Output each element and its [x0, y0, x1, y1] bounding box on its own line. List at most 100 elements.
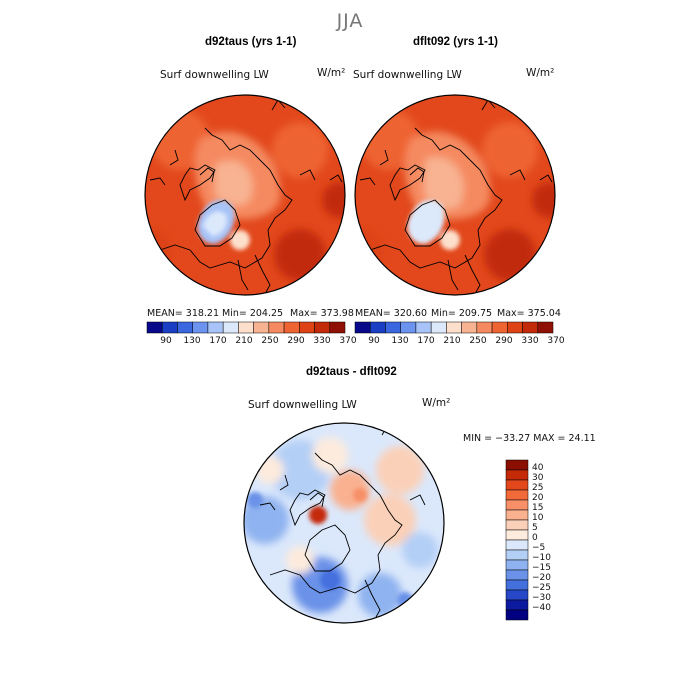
panel-2-units: W/m²	[526, 67, 555, 79]
diff-colorbar-swatch	[505, 509, 529, 521]
panel-1-colorbar-tick-label: 330	[313, 336, 331, 346]
diff-colorbar-swatch	[505, 579, 529, 591]
panel-1-colorbar-swatch	[253, 321, 270, 334]
panel-1-map	[145, 95, 345, 295]
panel-1-colorbar-tick-label: 250	[261, 336, 279, 346]
panel-2-colorbar-tick-label: 170	[417, 336, 435, 346]
panel-2-variable: Surf downwelling LW	[353, 69, 462, 81]
diff-colorbar-tick-label: −15	[532, 563, 551, 573]
diff-panel-colorbar	[505, 459, 529, 621]
diff-colorbar-swatch	[505, 469, 529, 481]
diff-panel-title: d92taus - dflt092	[306, 366, 397, 378]
panel-2-min: Min= 209.75	[431, 308, 493, 319]
panel-1-colorbar-swatch	[207, 321, 224, 334]
diff-panel-map-border	[243, 422, 445, 624]
panel-1-variable: Surf downwelling LW	[160, 69, 269, 81]
panel-2-mean: MEAN= 320.60	[355, 308, 428, 319]
panel-2-colorbar-tick-label: 130	[391, 336, 409, 346]
panel-2-colorbar-swatch	[415, 321, 432, 334]
panel-2-colorbar-swatch	[354, 321, 371, 334]
panel-2-colorbar-swatch	[476, 321, 493, 334]
panel-1-colorbar-tick-label: 210	[235, 336, 253, 346]
diff-colorbar-tick-label: −25	[532, 583, 551, 593]
panel-2-colorbar-swatch	[522, 321, 539, 334]
panel-1-colorbar-swatch	[192, 321, 209, 334]
panel-2-colorbar-swatch	[369, 321, 386, 334]
diff-panel-map	[244, 423, 444, 623]
diff-colorbar-swatch	[505, 519, 529, 531]
panel-1-colorbar-swatch	[329, 321, 346, 334]
diff-colorbar-swatch	[505, 479, 529, 491]
diff-colorbar-swatch	[505, 589, 529, 601]
diff-colorbar-tick-label: −40	[532, 603, 551, 613]
panel-1-colorbar-tick-label: 90	[160, 336, 172, 346]
diff-panel-variable: Surf downwelling LW	[248, 399, 357, 411]
panel-1-colorbar-swatch	[283, 321, 300, 334]
panel-1-map-border	[144, 94, 346, 296]
panel-1-colorbar-tick-label: 370	[339, 336, 357, 346]
diff-colorbar-tick-label: 20	[532, 493, 544, 503]
panel-2-colorbar-swatch	[507, 321, 523, 334]
diff-colorbar-swatch	[505, 569, 529, 581]
diff-colorbar-swatch	[505, 609, 529, 621]
panel-1-colorbar-tick-label: 290	[287, 336, 305, 346]
panel-2-colorbar-swatch	[461, 321, 478, 334]
diff-colorbar-tick-label: 5	[532, 523, 538, 533]
diff-colorbar-tick-label: −30	[532, 593, 551, 603]
diff-colorbar-tick-label: 25	[532, 483, 544, 493]
panel-1-colorbar-swatch	[222, 321, 239, 334]
panel-1-colorbar-tick-label: 130	[183, 336, 201, 346]
diff-colorbar-tick-label: 30	[532, 473, 544, 483]
panel-1-min: Min= 204.25	[222, 308, 284, 319]
diff-colorbar-swatch	[505, 559, 529, 571]
diff-colorbar-tick-label: 10	[532, 513, 544, 523]
panel-2-map-border	[354, 94, 556, 296]
diff-colorbar-swatch	[505, 489, 529, 501]
panel-1-colorbar-swatch	[177, 321, 193, 334]
diff-colorbar-swatch	[505, 529, 529, 541]
diff-colorbar-swatch	[505, 459, 529, 471]
panel-2-colorbar-swatch	[430, 321, 447, 334]
panel-2-colorbar-tick-label: 90	[368, 336, 380, 346]
diff-colorbar-swatch	[505, 549, 529, 561]
diff-colorbar-tick-label: 0	[532, 533, 538, 543]
diff-colorbar-tick-label: −5	[532, 543, 546, 553]
panel-2-colorbar-swatch	[446, 321, 462, 334]
panel-2-colorbar-swatch	[385, 321, 401, 334]
diff-colorbar-tick-label: 15	[532, 503, 544, 513]
panel-2-colorbar-tick-label: 370	[547, 336, 565, 346]
diff-panel-stats: MIN = −33.27 MAX = 24.11	[463, 433, 596, 444]
panel-2-colorbar-tick-label: 210	[443, 336, 461, 346]
panel-2-colorbar-swatch	[491, 321, 508, 334]
panel-2-colorbar-tick-label: 290	[495, 336, 513, 346]
diff-colorbar-tick-label: −10	[532, 553, 551, 563]
diff-colorbar-swatch	[505, 499, 529, 511]
diff-panel-units: W/m²	[422, 397, 451, 409]
panel-1-units: W/m²	[317, 67, 346, 79]
diff-colorbar-swatch	[505, 599, 529, 611]
diff-colorbar-tick-label: 40	[532, 463, 544, 473]
diff-colorbar-swatch	[505, 539, 529, 551]
panel-2-colorbar-tick-label: 250	[469, 336, 487, 346]
panel-1-colorbar-swatch	[146, 321, 163, 334]
panel-1-colorbar-swatch	[299, 321, 315, 334]
panel-2-colorbar-swatch	[400, 321, 417, 334]
figure-title: JJA	[336, 10, 364, 32]
panel-2-title: dflt092 (yrs 1-1)	[413, 36, 499, 48]
panel-2-colorbar	[354, 321, 554, 334]
panel-2-map	[355, 95, 555, 295]
panel-2-colorbar-tick-label: 330	[521, 336, 539, 346]
panel-1-colorbar	[146, 321, 346, 334]
panel-1-colorbar-tick-label: 170	[209, 336, 227, 346]
panel-1-colorbar-swatch	[238, 321, 254, 334]
diff-colorbar-tick-label: −20	[532, 573, 551, 583]
panel-1-max: Max= 373.98	[290, 308, 354, 319]
panel-2-max: Max= 375.04	[497, 308, 561, 319]
panel-1-title: d92taus (yrs 1-1)	[205, 36, 297, 48]
panel-1-colorbar-swatch	[161, 321, 178, 334]
panel-2-colorbar-swatch	[537, 321, 554, 334]
panel-1-colorbar-swatch	[268, 321, 285, 334]
panel-1-mean: MEAN= 318.21	[147, 308, 220, 319]
